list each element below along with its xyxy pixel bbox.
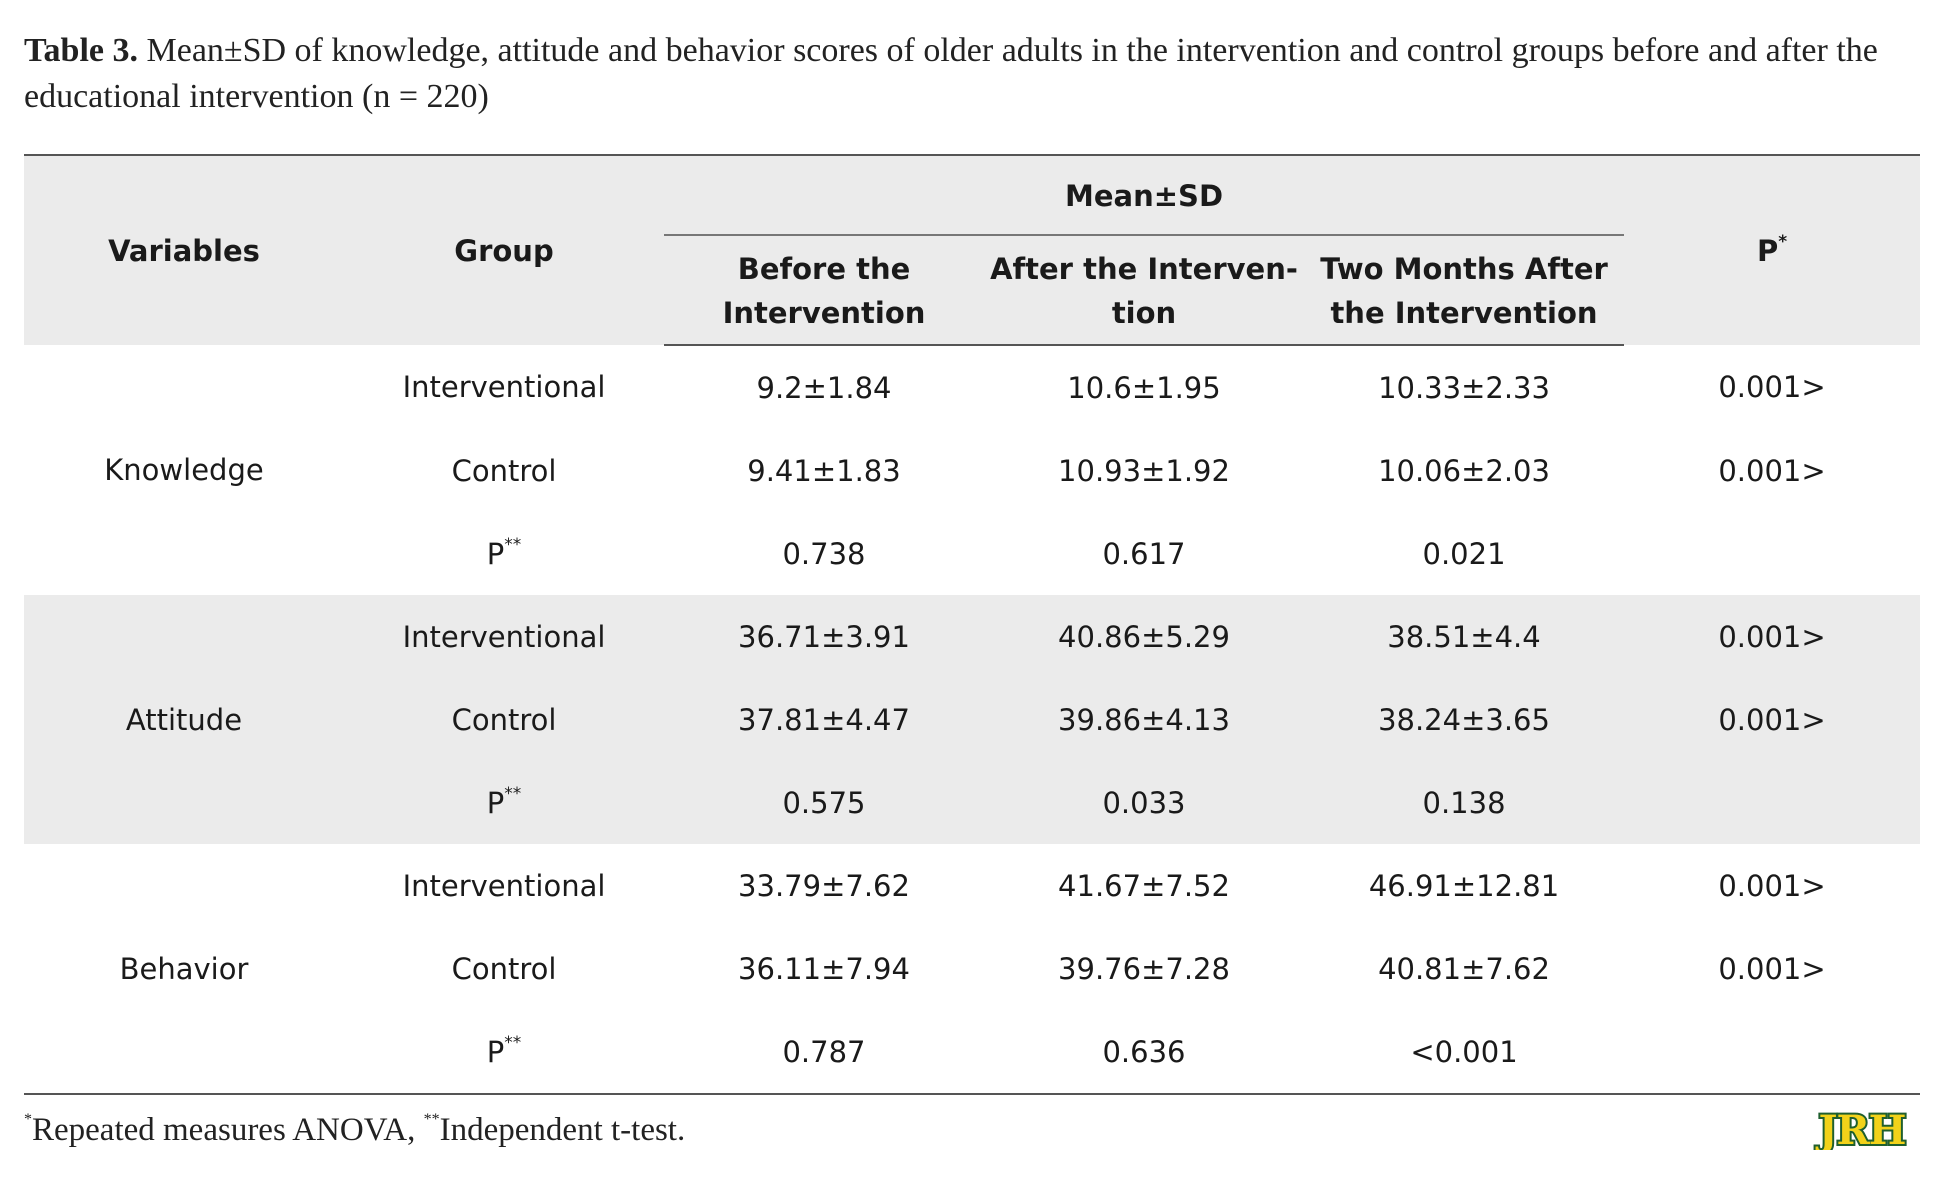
- before-cell: 9.2±1.84: [756, 370, 892, 405]
- header-p-label: P: [1756, 233, 1779, 268]
- variable-knowledge: Knowledge: [104, 453, 264, 487]
- footnote-text-2: Independent t-test.: [439, 1112, 686, 1148]
- variable-behavior: Behavior: [24, 844, 344, 1095]
- before-cell: 36.71±3.91: [664, 595, 984, 678]
- after-cell: 0.033: [984, 761, 1304, 844]
- group-p-label: P: [486, 536, 505, 571]
- group-cell: Interventional: [402, 370, 606, 404]
- p-cell: 0.001>: [1718, 453, 1826, 488]
- group-cell: Interventional: [344, 595, 664, 678]
- table-row: Attitude Interventional 36.71±3.91 40.86…: [24, 595, 1921, 844]
- results-table: Variables Group Mean±SD P* Before the In…: [24, 154, 1921, 1095]
- p-cell: 0.001>: [1624, 595, 1921, 678]
- before-cell: 9.41±1.83: [747, 453, 901, 488]
- two-months-cell: 38.24±3.65: [1304, 678, 1625, 761]
- header-after: After the Interven-tion: [984, 236, 1304, 346]
- p-cell: [1624, 1010, 1921, 1095]
- table-row: Control 36.11±7.94 39.76±7.28 40.81±7.62…: [24, 927, 1920, 1010]
- behavior-block: Behavior Interventional 33.79±7.62 41.67…: [24, 844, 1921, 1095]
- before-cell: 0.575: [664, 761, 984, 844]
- after-cell: 39.76±7.28: [1058, 951, 1230, 986]
- header-variables: Variables: [24, 154, 344, 345]
- table-footnote: *Repeated measures ANOVA, **Independent …: [24, 1112, 685, 1149]
- after-cell: 0.636: [984, 1010, 1304, 1095]
- results-table-container: Variables Group Mean±SD P* Before the In…: [24, 154, 1921, 1095]
- header-mean-sd-underline: [664, 234, 1625, 236]
- logo-lettering: JRH: [1816, 1108, 1906, 1150]
- two-months-cell: 40.81±7.62: [1378, 951, 1550, 986]
- header-mean-sd-label: Mean±SD: [1065, 179, 1224, 213]
- table-row: P** 0.575 0.033 0.138: [24, 761, 1921, 844]
- group-cell: P**: [344, 512, 664, 595]
- p-cell: 0.001>: [1718, 370, 1826, 404]
- after-cell: 0.617: [1102, 536, 1186, 571]
- caption-text: Mean±SD of knowledge, attitude and behav…: [24, 32, 1878, 115]
- table-caption: Table 3. Mean±SD of knowledge, attitude …: [24, 28, 1924, 120]
- knowledge-block: Knowledge Interventional 9.2±1.84 10.6±1…: [24, 345, 1920, 595]
- header-before: Before the Intervention: [664, 236, 984, 346]
- two-months-cell: <0.001: [1304, 1010, 1625, 1095]
- header-group: Group: [344, 154, 664, 345]
- group-cell: Control: [451, 951, 557, 986]
- before-cell: 0.738: [782, 536, 866, 571]
- p-cell: 0.001>: [1718, 951, 1826, 986]
- p-cell: [1624, 761, 1921, 844]
- after-cell: 39.86±4.13: [984, 678, 1304, 761]
- two-months-cell: 0.138: [1304, 761, 1625, 844]
- before-cell: 37.81±4.47: [664, 678, 984, 761]
- table-row: Control 37.81±4.47 39.86±4.13 38.24±3.65…: [24, 678, 1921, 761]
- caption-label: Table 3.: [24, 32, 139, 69]
- group-p-sup: **: [504, 1032, 522, 1053]
- after-cell: 10.93±1.92: [1058, 453, 1230, 488]
- header-p: P*: [1624, 154, 1921, 345]
- group-p-label: P: [486, 785, 505, 820]
- after-cell: 40.86±5.29: [984, 595, 1304, 678]
- group-cell: Control: [451, 453, 557, 488]
- table-row: P** 0.738 0.617 0.021: [24, 512, 1920, 595]
- two-months-cell: 46.91±12.81: [1368, 868, 1560, 903]
- group-p-sup: **: [504, 783, 522, 804]
- jrh-logo: JRH: [1806, 1105, 1918, 1156]
- p-cell: [1624, 512, 1920, 595]
- table-row: Knowledge Interventional 9.2±1.84 10.6±1…: [24, 345, 1920, 487]
- group-cell: Control: [344, 678, 664, 761]
- footnote-sup-1: *: [24, 1111, 32, 1128]
- variable-attitude: Attitude: [24, 595, 344, 844]
- jrh-logo-graphic: JRH: [1814, 1105, 1909, 1156]
- before-cell: 0.787: [664, 1010, 984, 1095]
- attitude-block: Attitude Interventional 36.71±3.91 40.86…: [24, 595, 1921, 844]
- before-cell: 36.11±7.94: [738, 951, 910, 986]
- two-months-cell: 38.51±4.4: [1304, 595, 1625, 678]
- header-two-months: Two Months After the Intervention: [1304, 236, 1625, 346]
- after-cell: 10.6±1.95: [1067, 370, 1221, 405]
- p-cell: 0.001>: [1624, 678, 1921, 761]
- footnote-sup-2: **: [423, 1111, 440, 1128]
- footnote-text-1: Repeated measures ANOVA,: [32, 1112, 424, 1148]
- table-row: Control 9.41±1.83 10.93±1.92 10.06±2.03 …: [24, 429, 1920, 512]
- table-row: P** 0.787 0.636 <0.001: [24, 1010, 1921, 1095]
- header-p-sup: *: [1778, 231, 1788, 252]
- two-months-cell: 10.06±2.03: [1378, 453, 1550, 488]
- table-header: Variables Group Mean±SD P* Before the In…: [24, 154, 1921, 346]
- group-cell: P**: [344, 761, 664, 844]
- two-months-cell: 10.33±2.33: [1378, 370, 1550, 405]
- after-cell: 41.67±7.52: [1058, 868, 1230, 903]
- group-p-sup: **: [504, 534, 522, 555]
- group-cell: P**: [344, 1010, 664, 1095]
- group-cell: Interventional: [402, 868, 606, 903]
- header-mean-sd: Mean±SD: [664, 154, 1625, 236]
- group-p-label: P: [486, 1034, 505, 1069]
- table-row: Behavior Interventional 33.79±7.62 41.67…: [24, 844, 1920, 1095]
- p-cell: 0.001>: [1718, 868, 1826, 903]
- two-months-cell: 0.021: [1422, 536, 1506, 571]
- before-cell: 33.79±7.62: [738, 868, 910, 903]
